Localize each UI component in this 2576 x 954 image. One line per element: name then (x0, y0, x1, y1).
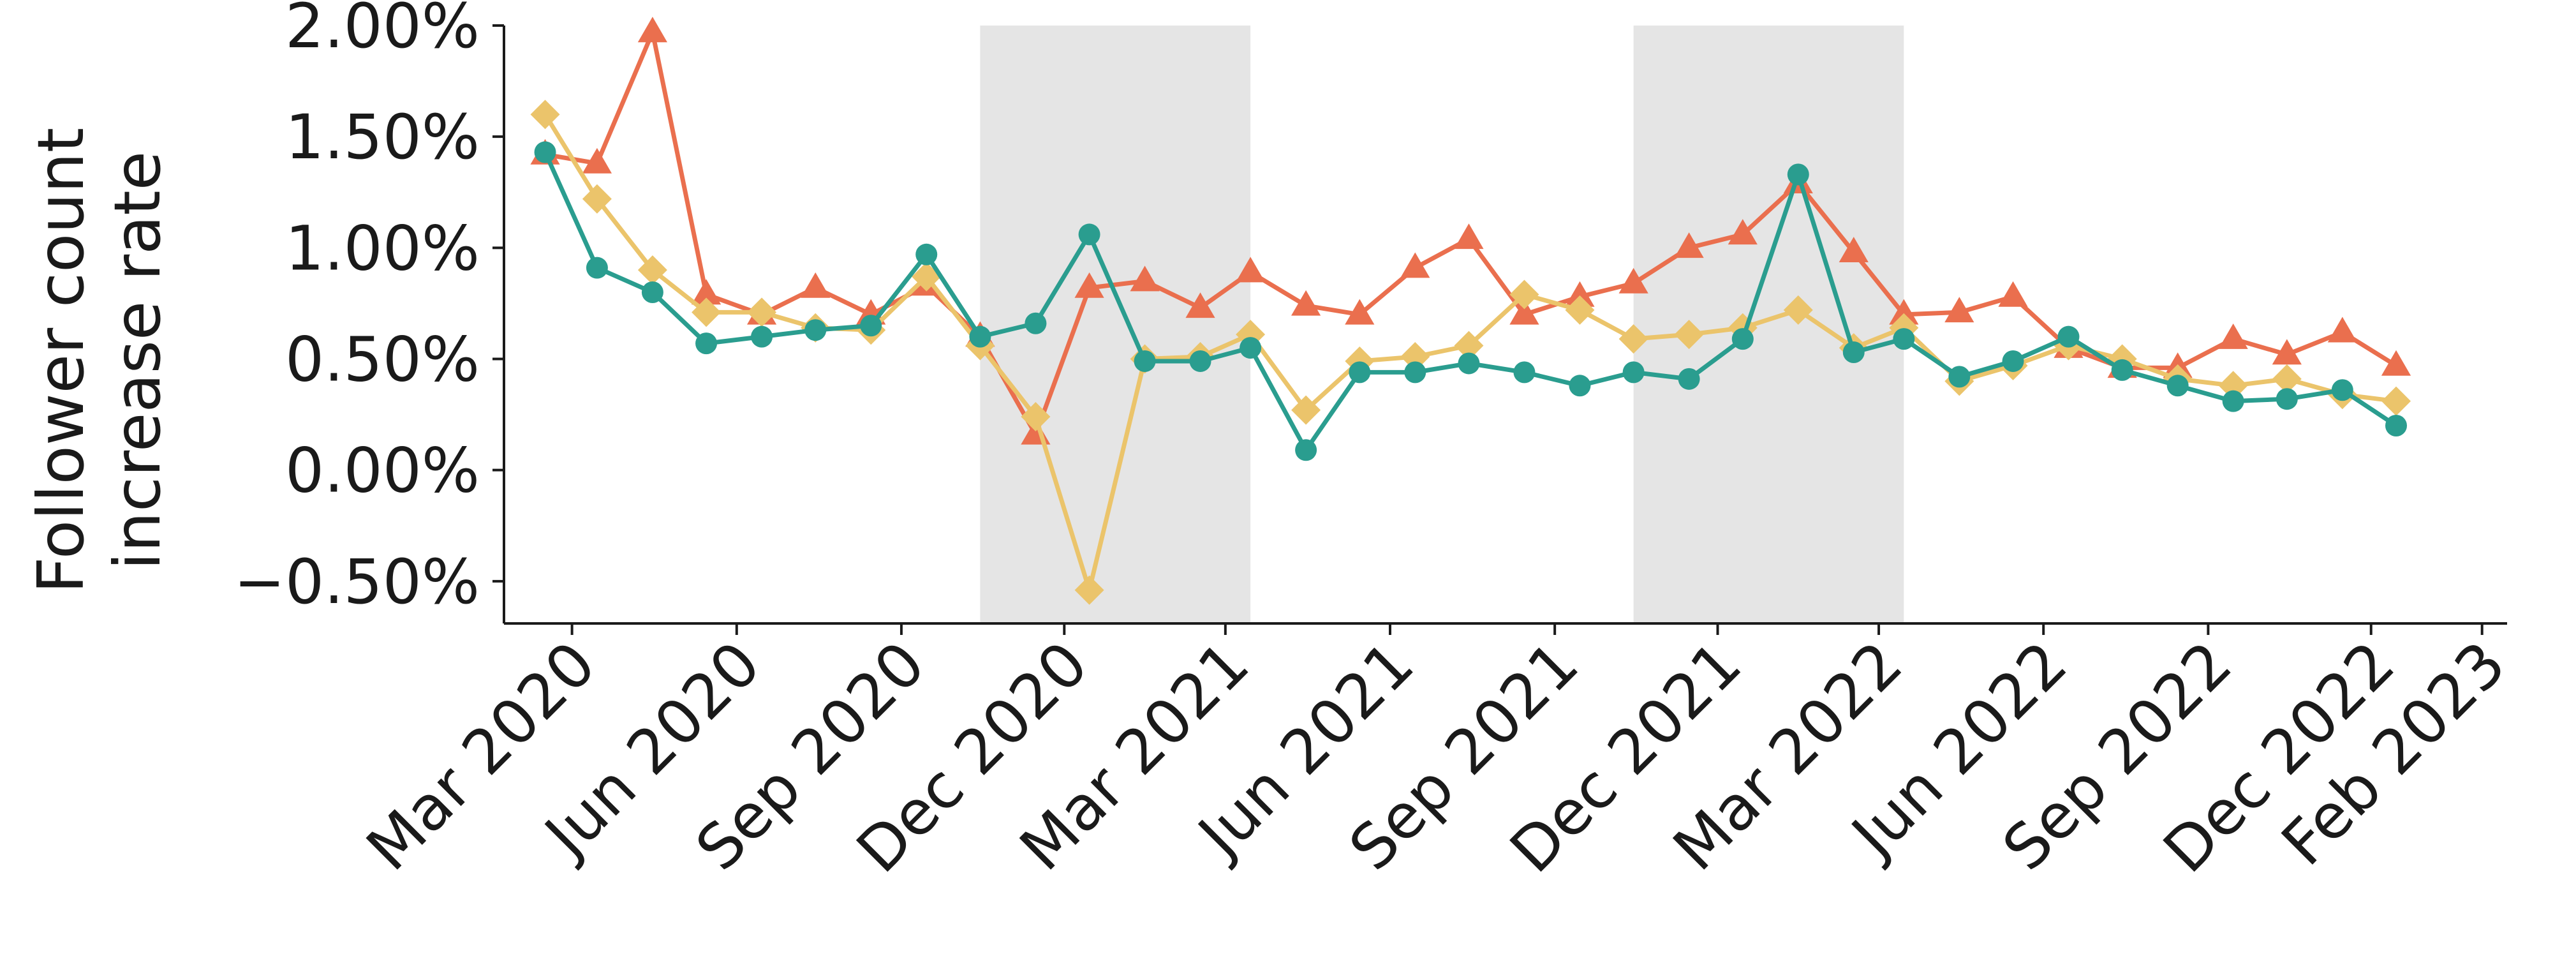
series-3-point-1 (534, 141, 556, 163)
series-3-point-30 (2111, 359, 2133, 381)
series-3-point-13 (1189, 350, 1211, 372)
series-3-point-17 (1404, 361, 1426, 384)
shaded-periods (980, 26, 1904, 623)
series-1-point-16 (1345, 299, 1375, 325)
series-3-point-23 (1731, 328, 1754, 350)
series-2-point-19 (1509, 279, 1539, 309)
series-1-point-18 (1454, 223, 1484, 250)
series-2-point-24 (1783, 295, 1813, 325)
series-1-point-25 (1839, 237, 1869, 263)
series-1-point-11 (1074, 272, 1104, 298)
y-tick-label-5: 1.50% (285, 101, 480, 173)
y-tick-label-1: −0.50% (234, 546, 480, 618)
y-tick-label-6: 2.00% (285, 0, 480, 62)
y-axis-label-line-1: Follower count (24, 128, 98, 593)
series-3-point-21 (1622, 361, 1645, 384)
series-2 (530, 100, 2411, 605)
series-3-point-20 (1569, 375, 1591, 397)
series-3-point-32 (2222, 390, 2244, 412)
series-2-point-2 (582, 184, 612, 214)
series-1 (530, 17, 2411, 445)
series-1-point-15 (1291, 290, 1321, 316)
series-3-point-33 (2276, 388, 2298, 410)
series-2-point-3 (637, 255, 667, 285)
series-3-point-14 (1240, 337, 1262, 359)
series-2-point-17 (1400, 342, 1430, 372)
series-2-point-10 (1021, 402, 1051, 432)
series-1-point-2 (582, 147, 612, 174)
series-1-point-34 (2327, 317, 2357, 343)
series-1-point-27 (1944, 297, 1974, 323)
series-2-point-33 (2272, 364, 2302, 394)
series-1-point-33 (2272, 339, 2302, 365)
series-2-point-1 (530, 100, 560, 130)
series-1-point-32 (2218, 323, 2248, 349)
y-ticks: −0.50% 0.00% 0.50% 1.00% 1.50% 2.00% (234, 0, 504, 618)
series-1-point-4 (691, 279, 722, 305)
series-1-point-26 (1889, 299, 1919, 325)
series-1-point-21 (1618, 267, 1648, 294)
series-3-point-5 (751, 325, 773, 348)
series-2-point-11 (1074, 575, 1104, 605)
series-3-point-34 (2331, 379, 2353, 401)
series-3-point-25 (1842, 341, 1865, 364)
series-3-point-11 (1078, 223, 1100, 246)
series-1-point-23 (1728, 219, 1758, 245)
series-2-point-20 (1565, 295, 1595, 325)
series-group (530, 17, 2411, 605)
series-2-point-32 (2218, 371, 2248, 401)
y-tick-label-2: 0.00% (285, 435, 480, 507)
series-1-point-19 (1509, 299, 1539, 325)
series-3-line (543, 151, 2397, 452)
shaded-period-2 (1633, 26, 1904, 623)
series-3-point-3 (641, 281, 663, 303)
series-1-point-28 (1998, 281, 2028, 307)
series-3-point-12 (1134, 350, 1156, 372)
series-3-point-10 (1025, 312, 1047, 334)
series-1-point-13 (1185, 292, 1215, 318)
series-1-point-12 (1130, 265, 1160, 292)
shaded-period-1 (980, 26, 1251, 623)
axes (503, 26, 2507, 625)
series-3-point-16 (1349, 361, 1371, 384)
series-3-point-26 (1893, 328, 1915, 350)
series-1-point-20 (1565, 281, 1595, 307)
series-3-point-28 (2002, 350, 2024, 372)
series-3-point-19 (1513, 361, 1536, 384)
series-3-point-22 (1678, 368, 1700, 390)
y-axis-label-line-2: increase rate (100, 151, 175, 570)
series-3-point-7 (860, 315, 882, 337)
series-1-point-35 (2381, 350, 2411, 376)
y-tick-label-3: 0.50% (285, 324, 480, 395)
series-3-point-31 (2166, 375, 2189, 397)
series-2-point-21 (1618, 324, 1648, 354)
series-2-point-15 (1291, 395, 1321, 425)
series-3-point-8 (915, 243, 938, 265)
series-1-point-14 (1236, 257, 1266, 283)
series-1-point-3 (637, 17, 668, 43)
series-2-point-35 (2381, 386, 2411, 416)
series-2-point-4 (692, 297, 722, 327)
series-2-point-18 (1454, 331, 1484, 361)
series-3-point-18 (1458, 352, 1480, 375)
series-3-point-35 (2385, 414, 2408, 436)
series-3-point-27 (1948, 366, 1971, 388)
series-3-point-4 (695, 332, 718, 355)
series-2-point-22 (1674, 320, 1704, 350)
series-1-point-6 (801, 272, 831, 298)
series-3-point-9 (969, 325, 991, 348)
series-1-point-22 (1674, 232, 1704, 258)
y-tick-label-4: 1.00% (285, 212, 480, 284)
series-2-point-5 (747, 297, 777, 327)
series-3-point-24 (1787, 163, 1809, 186)
series-3-point-15 (1295, 439, 1317, 461)
series-1-point-17 (1400, 252, 1430, 278)
series-3-point-6 (804, 319, 827, 341)
series-3-point-29 (2057, 325, 2080, 348)
series-3-point-2 (586, 257, 608, 279)
series-3 (534, 141, 2408, 461)
